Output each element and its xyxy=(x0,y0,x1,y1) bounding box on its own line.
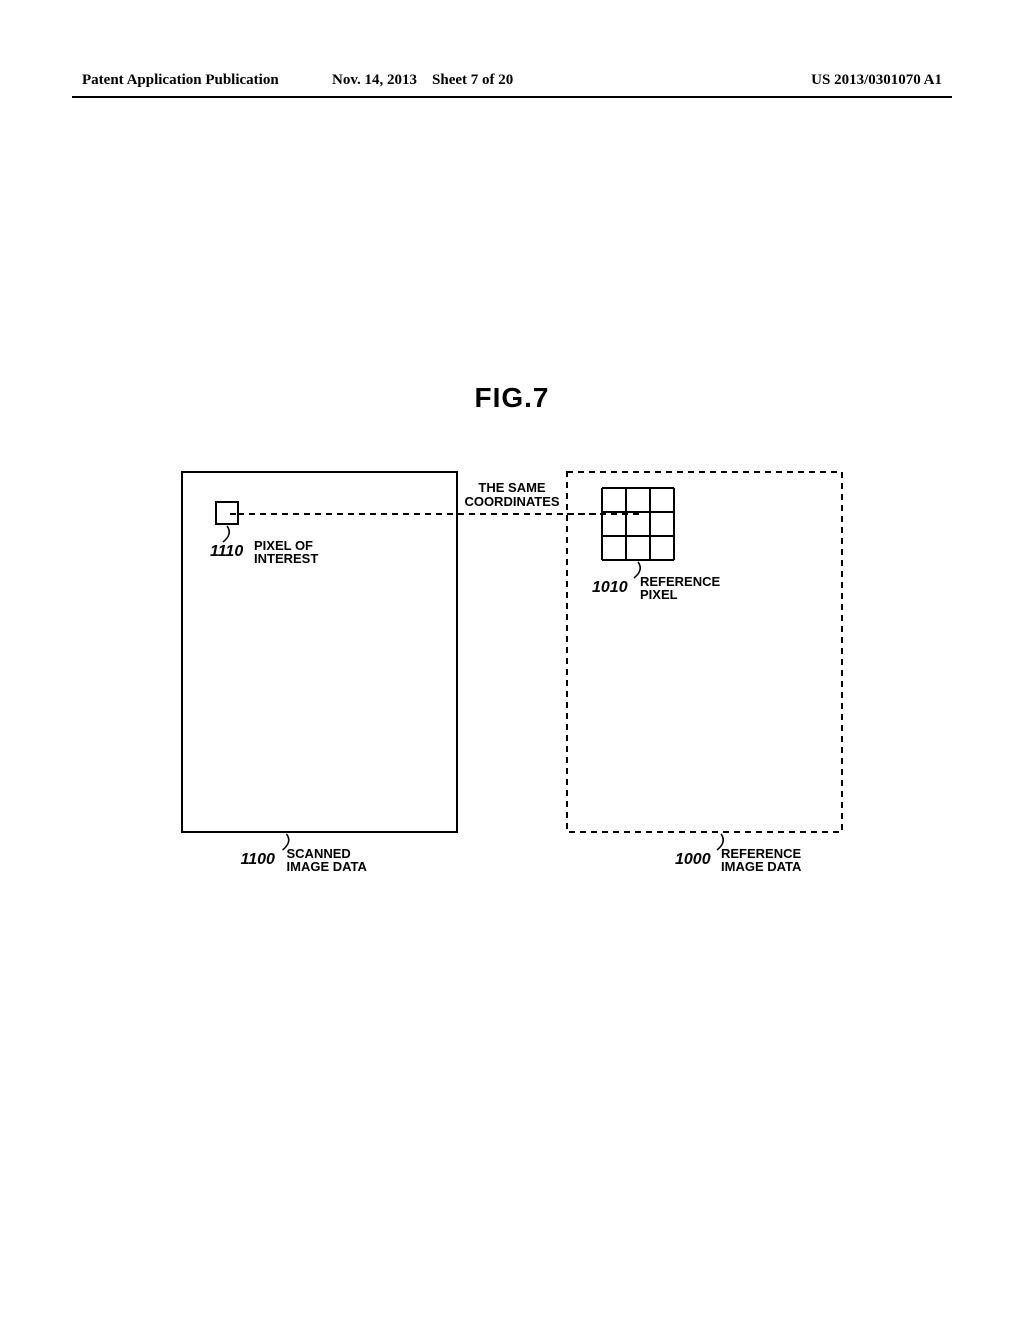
svg-text:IMAGE DATA: IMAGE DATA xyxy=(721,859,802,874)
svg-text:IMAGE DATA: IMAGE DATA xyxy=(287,859,368,874)
header-mid: Nov. 14, 2013 Sheet 7 of 20 xyxy=(332,72,513,89)
header-right: US 2013/0301070 A1 xyxy=(811,72,942,89)
svg-text:1010: 1010 xyxy=(592,579,628,596)
header-date: Nov. 14, 2013 xyxy=(332,72,417,88)
svg-text:1000: 1000 xyxy=(675,851,711,868)
svg-text:COORDINATES: COORDINATES xyxy=(464,494,559,509)
svg-text:1110: 1110 xyxy=(210,543,243,560)
figure-title: FIG.7 xyxy=(72,382,952,414)
page-header: Patent Application Publication Nov. 14, … xyxy=(72,72,952,98)
figure-diagram: THE SAMECOORDINATES1110PIXEL OFINTEREST1… xyxy=(172,462,852,902)
page-frame: Patent Application Publication Nov. 14, … xyxy=(72,72,952,1248)
header-left: Patent Application Publication xyxy=(82,72,279,89)
header-sheet: Sheet 7 of 20 xyxy=(432,72,513,88)
svg-text:INTEREST: INTEREST xyxy=(254,551,318,566)
svg-text:THE SAME: THE SAME xyxy=(478,480,546,495)
svg-text:1100: 1100 xyxy=(241,851,276,868)
svg-text:PIXEL: PIXEL xyxy=(640,587,678,602)
